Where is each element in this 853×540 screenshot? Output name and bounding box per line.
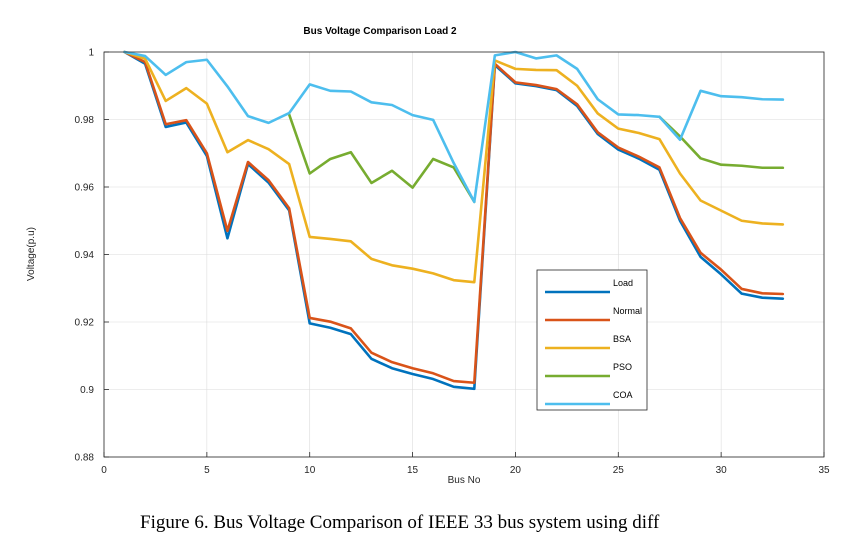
x-tick-label: 5: [204, 465, 210, 476]
x-tick-label: 0: [101, 465, 107, 476]
legend-label: BSA: [613, 334, 631, 344]
axis-ticks: 0 5 10 15 20 25 30 35 0.88 0.9 0.92 0.94 0.96 0.98 1: [75, 48, 830, 477]
x-tick-label: 20: [510, 465, 522, 476]
x-tick-label: 35: [818, 465, 830, 476]
series-line-normal: [123, 50, 785, 385]
x-tick-label: 15: [407, 465, 419, 476]
y-tick-label: 0.88: [75, 453, 95, 464]
legend-box: [536, 269, 648, 411]
series-line-pso: [287, 113, 785, 204]
legend-label: PSO: [613, 362, 632, 372]
legend-label: Load: [613, 278, 633, 288]
x-axis-label: Bus No: [448, 475, 481, 486]
y-tick-label: 1: [88, 48, 94, 59]
series-line-coa: [123, 50, 785, 204]
y-tick-label: 0.92: [75, 318, 95, 329]
x-tick-label: 30: [716, 465, 728, 476]
y-tick-label: 0.96: [75, 183, 95, 194]
x-tick-label: 10: [304, 465, 316, 476]
legend-label: Normal: [613, 306, 642, 316]
x-tick-label: 25: [613, 465, 625, 476]
y-tick-label: 0.9: [80, 385, 94, 396]
chart-title: Bus Voltage Comparison Load 2: [303, 26, 457, 37]
figure-caption: Figure 6. Bus Voltage Comparison of IEEE…: [140, 512, 660, 533]
y-tick-label: 0.98: [75, 115, 95, 126]
series-line-bsa: [123, 50, 785, 284]
series-lines: [123, 50, 785, 391]
y-axis-label: Voltage(p.u): [26, 227, 37, 281]
y-tick-label: 0.94: [75, 250, 95, 261]
legend-label: COA: [613, 390, 633, 400]
legend: Load Normal BSA PSO COA: [536, 269, 648, 411]
